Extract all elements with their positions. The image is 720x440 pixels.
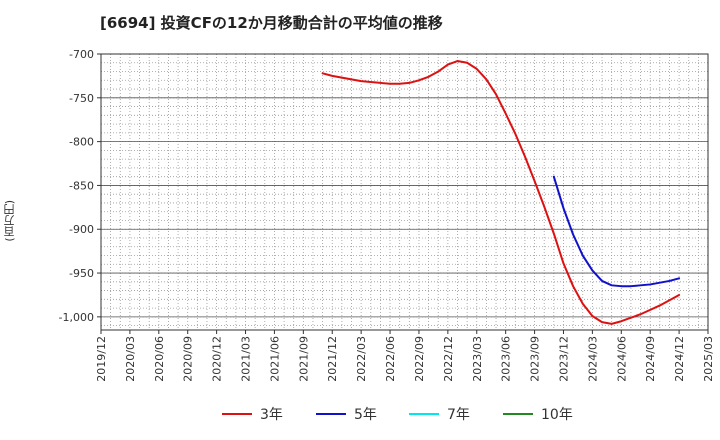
series-line-3年 xyxy=(321,60,681,325)
legend-label: 5年 xyxy=(354,407,377,423)
series-lines xyxy=(321,60,681,325)
legend-label: 10年 xyxy=(541,407,573,423)
y-tick-label: -850 xyxy=(69,179,94,192)
x-tick-label: 2024/09 xyxy=(644,336,657,382)
x-tick-label: 2022/03 xyxy=(355,336,368,382)
grid-lines xyxy=(101,53,708,330)
x-tick-label: 2021/03 xyxy=(240,336,253,382)
legend-label: 3年 xyxy=(260,407,283,423)
x-tick-label: 2021/09 xyxy=(297,336,310,382)
y-tick-label: -800 xyxy=(69,136,94,149)
plot-frame xyxy=(100,53,709,331)
x-tick-label: 2020/06 xyxy=(153,336,166,382)
legend: 3年 5年 7年 10年 xyxy=(222,407,573,423)
x-tick-label: 2021/06 xyxy=(268,336,281,382)
x-tick-label: 2020/03 xyxy=(124,336,137,382)
x-tick-label: 2022/12 xyxy=(442,336,455,382)
x-tick-label: 2025/03 xyxy=(702,336,715,382)
x-tick-label: 2023/12 xyxy=(557,336,570,382)
x-tick-label: 2023/06 xyxy=(500,336,513,382)
y-axis-ticks: -700 -750 -800 -850 -900 -950 -1,000 xyxy=(59,48,101,324)
y-tick-label: -700 xyxy=(69,48,94,61)
x-tick-label: 2023/03 xyxy=(471,336,484,382)
x-tick-label: 2022/06 xyxy=(384,336,397,382)
x-tick-label: 2024/03 xyxy=(586,336,599,382)
x-tick-label: 2023/09 xyxy=(529,336,542,382)
x-tick-label: 2020/09 xyxy=(182,336,195,382)
y-tick-label: -950 xyxy=(69,267,94,280)
plot-background xyxy=(101,54,708,330)
y-tick-label: -1,000 xyxy=(59,311,94,324)
y-tick-label: -750 xyxy=(69,92,94,105)
x-tick-label: 2022/09 xyxy=(413,336,426,382)
chart-title: [6694] 投資CFの12か月移動合計の平均値の推移 xyxy=(100,14,443,32)
y-tick-label: -900 xyxy=(69,223,94,236)
x-tick-label: 2019/12 xyxy=(95,336,108,382)
x-tick-label: 2024/06 xyxy=(615,336,628,382)
x-tick-label: 2021/12 xyxy=(326,336,339,382)
x-tick-label: 2020/12 xyxy=(211,336,224,382)
x-axis-ticks: 2019/12 2020/03 2020/06 2020/09 2020/12 2021/… xyxy=(95,330,715,382)
x-tick-label: 2024/12 xyxy=(673,336,686,382)
series-line-5年 xyxy=(552,175,681,288)
legend-label: 7年 xyxy=(447,407,470,423)
